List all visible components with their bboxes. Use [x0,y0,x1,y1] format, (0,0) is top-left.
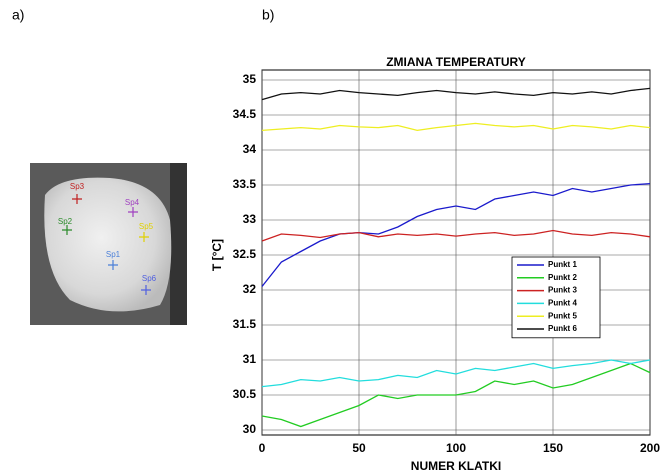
series-line [261,362,651,428]
series-line [261,122,651,132]
y-axis-label: T [°C] [210,239,224,271]
marker-cross [139,232,149,242]
y-tick-label: 33.5 [233,177,257,191]
y-tick-label: 33 [243,212,257,226]
x-axis-label: NUMER KLATKI [411,459,501,473]
x-tick-label: 200 [640,441,660,455]
marker-label: Sp6 [142,274,157,283]
marker-label: Sp4 [125,198,140,207]
x-tick-label: 0 [259,441,266,455]
y-tick-label: 34.5 [233,107,257,121]
marker-label: Sp1 [106,250,121,259]
legend-label: Punkt 6 [548,324,577,333]
y-tick-label: 30 [243,422,257,436]
thermal-image [30,163,187,325]
y-tick-label: 35 [243,72,257,86]
legend-label: Punkt 5 [548,311,577,320]
legend-box [511,256,601,339]
marker-cross [62,225,72,235]
y-tick-label: 32 [243,282,257,296]
x-tick-label: 150 [543,441,563,455]
legend-label: Punkt 3 [548,286,577,295]
marker-cross [108,260,118,270]
marker-cross [128,207,138,217]
marker-label: Sp5 [139,222,154,231]
series-line [261,229,651,242]
marker-label: Sp2 [58,217,73,226]
x-tick-label: 50 [352,441,366,455]
y-tick-label: 31.5 [233,317,257,331]
legend-label: Punkt 1 [548,260,577,269]
panel-label: a) [12,7,24,23]
chart-title: ZMIANA TEMPERATURY [386,55,526,69]
marker-cross [72,194,82,204]
series-line [261,87,651,101]
y-tick-label: 32.5 [233,247,257,261]
y-tick-label: 30.5 [233,387,257,401]
series-line [261,359,651,388]
y-tick-label: 31 [243,352,257,366]
x-tick-label: 100 [446,441,466,455]
legend-label: Punkt 2 [548,273,577,282]
panel-label: b) [262,7,274,23]
series-line [261,182,651,287]
marker-cross [141,285,151,295]
marker-label: Sp3 [70,182,85,191]
legend-label: Punkt 4 [548,299,577,308]
y-tick-label: 34 [243,142,257,156]
